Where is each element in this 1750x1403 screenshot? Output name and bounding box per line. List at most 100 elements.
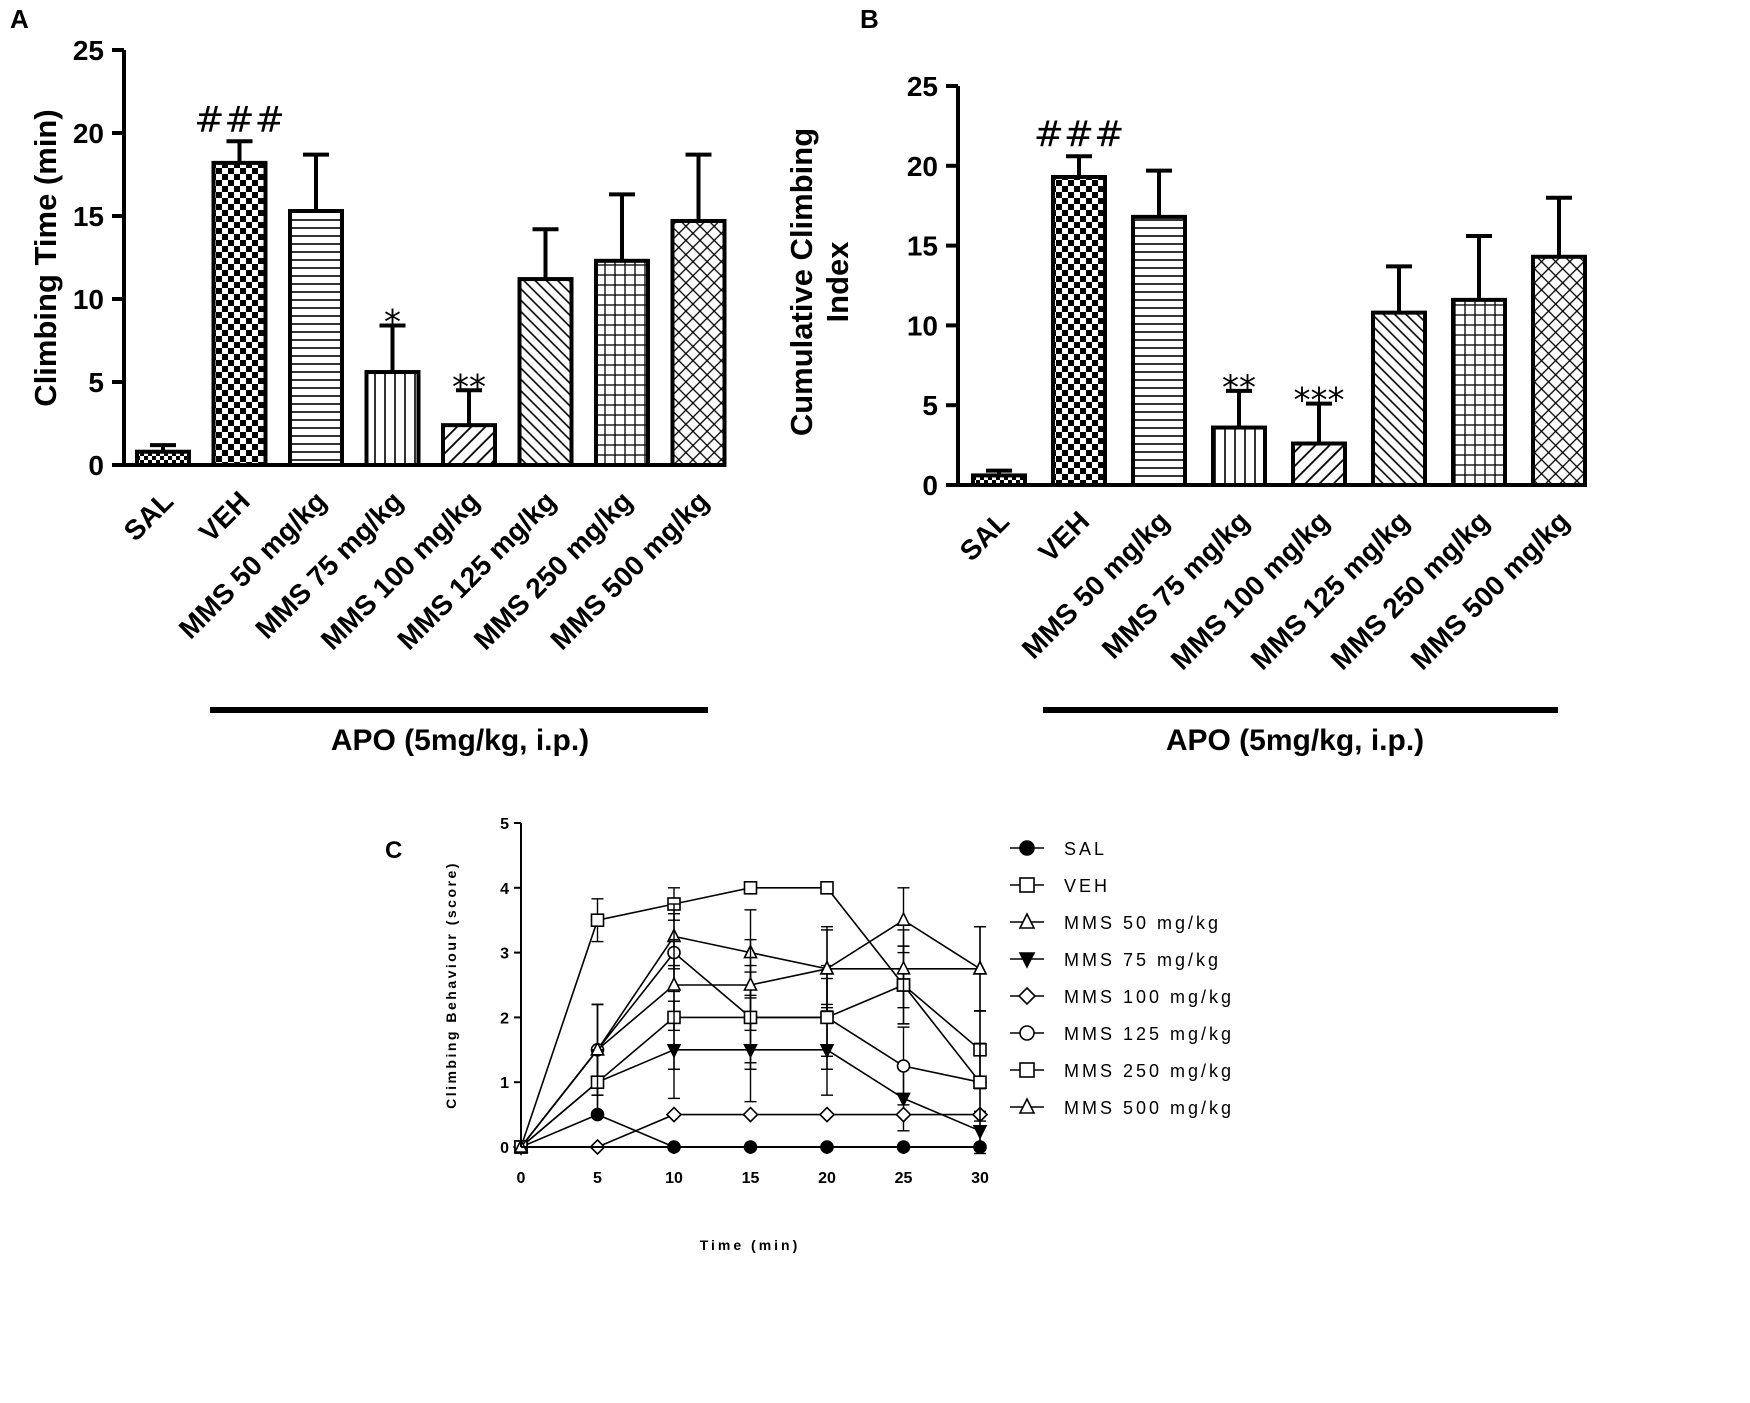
y-axis-label-line-1: Cumulative Climbing bbox=[784, 128, 819, 436]
series-mms-500-mg-kg bbox=[513, 925, 988, 1153]
marker bbox=[820, 880, 834, 895]
y-tick-label: 2 bbox=[500, 1010, 509, 1027]
legend-label: VEH bbox=[1064, 876, 1110, 896]
y-axis-label: Climbing Behaviour (score) bbox=[443, 861, 459, 1109]
x-tick-label: VEH bbox=[193, 485, 256, 548]
marker bbox=[896, 1059, 911, 1073]
bar bbox=[1051, 174, 1107, 488]
x-tick-label: SAL bbox=[954, 505, 1016, 567]
marker bbox=[1019, 840, 1035, 856]
x-tick-label: 0 bbox=[517, 1170, 526, 1187]
bar bbox=[441, 423, 497, 468]
marker bbox=[896, 911, 911, 927]
y-tick-label: 1 bbox=[500, 1075, 509, 1092]
legend-item: MMS 125 mg/kg bbox=[1010, 1024, 1234, 1044]
group-label: APO (5mg/kg, i.p.) bbox=[1166, 724, 1424, 757]
bar bbox=[517, 277, 574, 467]
significance-label: ** bbox=[1222, 368, 1256, 408]
legend-item: VEH bbox=[1010, 876, 1110, 896]
y-tick-label: 10 bbox=[907, 310, 938, 341]
bar bbox=[594, 258, 650, 467]
x-tick-label: MMS 75 mg/kg bbox=[1096, 505, 1255, 664]
marker bbox=[1018, 912, 1036, 929]
legend: SAL VEH MMS 50 mg/kg MMS 75 mg/kg MMS 100 mg… bbox=[1010, 839, 1234, 1118]
axes bbox=[122, 50, 722, 467]
significance-label: * bbox=[384, 303, 401, 343]
marker bbox=[1019, 1062, 1035, 1078]
y-tick-label: 3 bbox=[500, 946, 509, 963]
y-tick-label: 20 bbox=[907, 151, 938, 182]
y-tick-label: 15 bbox=[73, 201, 104, 232]
y-axis-label-line-2: Index bbox=[820, 241, 855, 323]
legend-label: MMS 250 mg/kg bbox=[1064, 1061, 1234, 1081]
marker bbox=[1017, 986, 1037, 1006]
x-tick-label: 5 bbox=[593, 1170, 602, 1187]
bar bbox=[1371, 310, 1427, 487]
legend-label: MMS 50 mg/kg bbox=[1064, 913, 1221, 933]
panel-c: C 0 1 2 3 4 5 0 5 10 15 20 25 30 Climbing Behaviour … bbox=[385, 816, 1234, 1253]
legend-label: MMS 75 mg/kg bbox=[1064, 950, 1221, 970]
y-tick-label: 5 bbox=[500, 816, 509, 833]
y-tick-label: 15 bbox=[907, 231, 938, 262]
marker bbox=[819, 960, 835, 975]
bar bbox=[1211, 425, 1267, 488]
y-tick-label: 20 bbox=[73, 118, 104, 149]
bar bbox=[1451, 297, 1507, 488]
panel-label-b: B bbox=[860, 4, 879, 34]
x-tick-label: 10 bbox=[665, 1170, 683, 1187]
bars: ###*** bbox=[135, 99, 727, 468]
significance-label: ### bbox=[1034, 114, 1125, 155]
legend-item: SAL bbox=[1010, 839, 1107, 859]
bar bbox=[670, 218, 727, 467]
marker bbox=[818, 1106, 836, 1123]
x-tick-label: SAL bbox=[118, 485, 180, 547]
ticks: 0 1 2 3 4 5 0 5 10 15 20 25 30 bbox=[500, 816, 989, 1187]
bar bbox=[211, 160, 268, 467]
legend-item: MMS 250 mg/kg bbox=[1010, 1061, 1234, 1081]
y-tick-label: 25 bbox=[907, 71, 938, 102]
marker bbox=[590, 913, 605, 928]
y-tick-label: 4 bbox=[500, 881, 509, 898]
panel-label-c: C bbox=[385, 837, 402, 864]
legend-item: MMS 500 mg/kg bbox=[1010, 1097, 1231, 1118]
marker bbox=[665, 1106, 683, 1123]
axes bbox=[520, 823, 980, 1148]
x-tick-label: 30 bbox=[971, 1170, 989, 1187]
marker bbox=[1018, 952, 1036, 969]
marker bbox=[1019, 1025, 1035, 1041]
x-tick-label: 15 bbox=[742, 1170, 760, 1187]
y-tick-label: 0 bbox=[500, 1140, 509, 1157]
marker bbox=[972, 960, 988, 975]
marker bbox=[1018, 1097, 1036, 1114]
marker bbox=[820, 1010, 834, 1025]
group-label: APO (5mg/kg, i.p.) bbox=[331, 724, 589, 757]
x-tick-label: MMS 50 mg/kg bbox=[1016, 505, 1175, 664]
marker bbox=[896, 960, 911, 975]
marker bbox=[895, 1106, 912, 1123]
marker bbox=[743, 976, 758, 991]
x-axis-label: Time (min) bbox=[700, 1237, 801, 1253]
bar bbox=[364, 370, 421, 468]
legend-item: MMS 75 mg/kg bbox=[1010, 950, 1221, 970]
y-axis-label: Climbing Time (min) bbox=[28, 109, 63, 406]
marker bbox=[742, 1106, 759, 1123]
y-axis-ticks: 0 5 10 15 20 25 bbox=[907, 71, 958, 501]
y-tick-label: 0 bbox=[88, 450, 104, 481]
legend-label: SAL bbox=[1064, 839, 1107, 859]
marker bbox=[666, 976, 682, 991]
significance-label: ** bbox=[452, 367, 486, 407]
legend-item: MMS 50 mg/kg bbox=[1010, 912, 1221, 933]
bar bbox=[288, 209, 344, 467]
marker bbox=[973, 1075, 987, 1089]
y-axis-ticks: 0 5 10 15 20 25 bbox=[73, 35, 124, 481]
y-tick-label: 10 bbox=[73, 284, 104, 315]
legend-item: MMS 100 mg/kg bbox=[1010, 986, 1234, 1007]
legend-label: MMS 100 mg/kg bbox=[1064, 987, 1234, 1007]
bars: ###** *** bbox=[971, 114, 1587, 488]
axes bbox=[956, 86, 1564, 487]
legend-label: MMS 125 mg/kg bbox=[1064, 1024, 1234, 1044]
